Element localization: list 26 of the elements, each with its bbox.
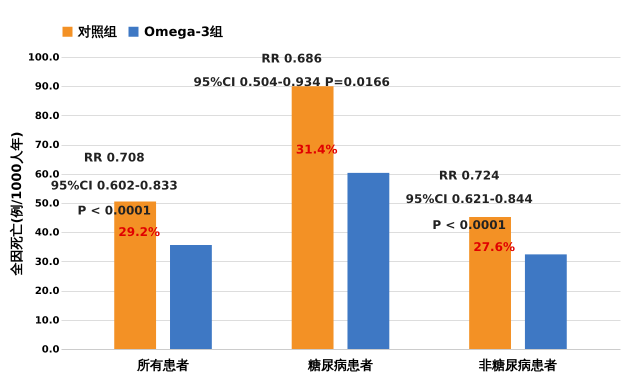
y-axis-title: 全因死亡(例/1000人年) — [8, 132, 25, 276]
annotation: RR 0.708 — [84, 150, 145, 164]
y-tick-label: 80.0 — [34, 110, 60, 122]
x-tick-label: 所有患者 — [136, 358, 190, 374]
annotation: RR 0.686 — [261, 51, 322, 66]
y-tick-label: 20.0 — [34, 286, 60, 298]
x-tick-label: 糖尿病患者 — [307, 358, 373, 374]
bar — [170, 245, 212, 349]
y-tick-label: 10.0 — [34, 315, 60, 326]
x-tick-label: 非糖尿病患者 — [478, 358, 557, 374]
y-tick-label: 60.0 — [34, 169, 60, 180]
legend-label: Omega-3组 — [144, 24, 223, 40]
y-tick-label: 100.0 — [28, 52, 60, 64]
y-tick-label: 50.0 — [34, 198, 60, 210]
annotation: 95%CI 0.602-0.833 — [50, 178, 178, 192]
y-tick-label: 0.0 — [42, 344, 60, 356]
bar — [524, 254, 567, 349]
y-tick-label: 90.0 — [34, 82, 60, 93]
y-tick-label: 40.0 — [34, 228, 60, 239]
annotation: RR 0.724 — [438, 168, 500, 182]
y-tick-label: 70.0 — [34, 140, 60, 152]
annotation: 95%CI 0.504-0.934 P=0.0166 — [193, 74, 390, 89]
bar — [347, 172, 390, 349]
y-tick-label: 30.0 — [34, 256, 60, 268]
annotation: 95%CI 0.621-0.844 — [406, 192, 533, 206]
legend-label: 对照组 — [77, 24, 117, 40]
